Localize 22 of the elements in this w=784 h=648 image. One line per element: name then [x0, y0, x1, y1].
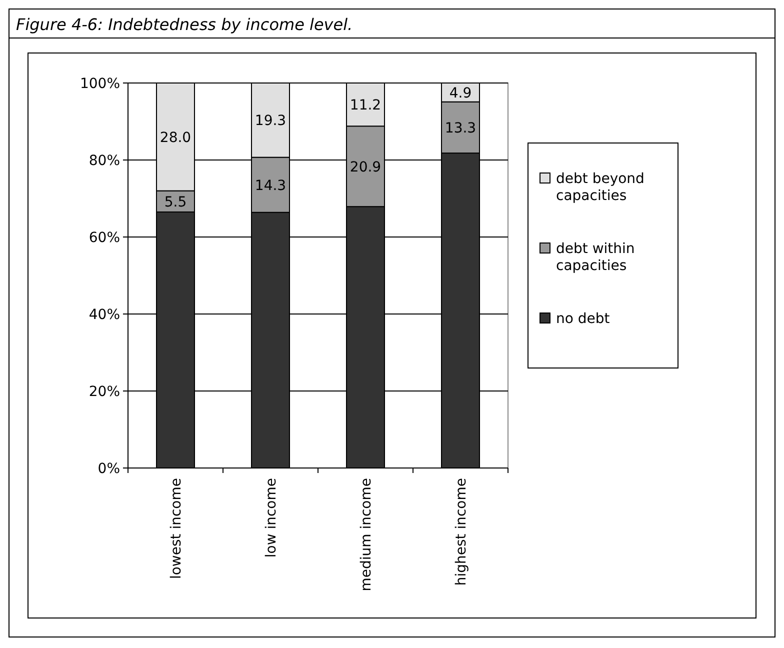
legend-label: debt within capacities — [556, 241, 635, 274]
x-tick-label: lowest income — [168, 478, 184, 580]
legend-label: no debt — [556, 311, 610, 327]
chart-title: Figure 4-6: Indebtedness by income level. — [16, 15, 353, 34]
y-tick-label: 0% — [98, 461, 120, 477]
data-label: 28.0 — [160, 130, 192, 146]
x-tick-label: medium income — [358, 478, 374, 592]
x-tick-label: low income — [264, 478, 280, 558]
data-label: 14.3 — [254, 178, 286, 194]
y-tick-label: 40% — [88, 307, 120, 323]
data-label: 13.3 — [444, 120, 476, 136]
legend-label: debt beyond capacities — [556, 171, 644, 204]
x-tick-label: highest income — [454, 478, 470, 586]
y-tick-label: 80% — [88, 153, 120, 169]
data-label: 19.3 — [254, 113, 286, 130]
data-label: 11.2 — [350, 98, 382, 114]
y-tick-label: 60% — [88, 230, 120, 246]
data-label: 5.5 — [164, 194, 187, 210]
y-tick-label: 20% — [88, 384, 120, 400]
y-tick-label: 100% — [80, 76, 120, 92]
data-label: 20.9 — [350, 159, 382, 176]
data-label: 4.9 — [449, 85, 472, 102]
